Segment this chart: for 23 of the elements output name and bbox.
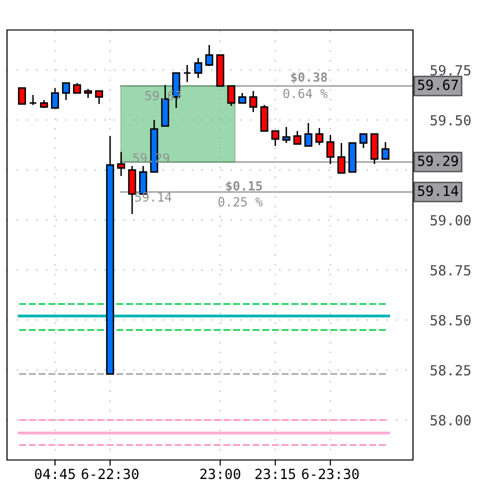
y-tick-label: 58.00: [430, 415, 471, 426]
ref-line-label: 59.29: [418, 156, 458, 166]
candlestick: [18, 87, 26, 105]
y-tick-label: 59.00: [430, 215, 471, 226]
ref-line-label: 59.67: [418, 80, 458, 90]
x-tick-label: 6-22:30: [82, 468, 138, 480]
y-tick-label: 58.50: [430, 315, 471, 326]
x-tick-label: 23:00: [200, 468, 240, 480]
x-tick-label: 6-23:30: [302, 468, 359, 480]
y-tick-label: 58.25: [430, 365, 470, 376]
annotation: 0.25 %: [218, 197, 263, 207]
annotation: 0.64 %: [283, 88, 328, 98]
y-tick-label: 58.75: [430, 265, 470, 276]
candlestick: [183, 64, 192, 83]
candlestick: [28, 94, 37, 106]
ref-line-label: 59.14: [418, 186, 458, 196]
annotation: $0.15: [226, 180, 262, 192]
annotation: 59.14: [135, 192, 172, 202]
x-tick-label: 23:15: [255, 468, 296, 480]
y-tick-label: 59.50: [430, 115, 471, 126]
x-tick-label: 04:45: [35, 468, 75, 480]
annotation: $0.38: [291, 72, 327, 84]
y-tick-label: 59.75: [430, 65, 470, 76]
